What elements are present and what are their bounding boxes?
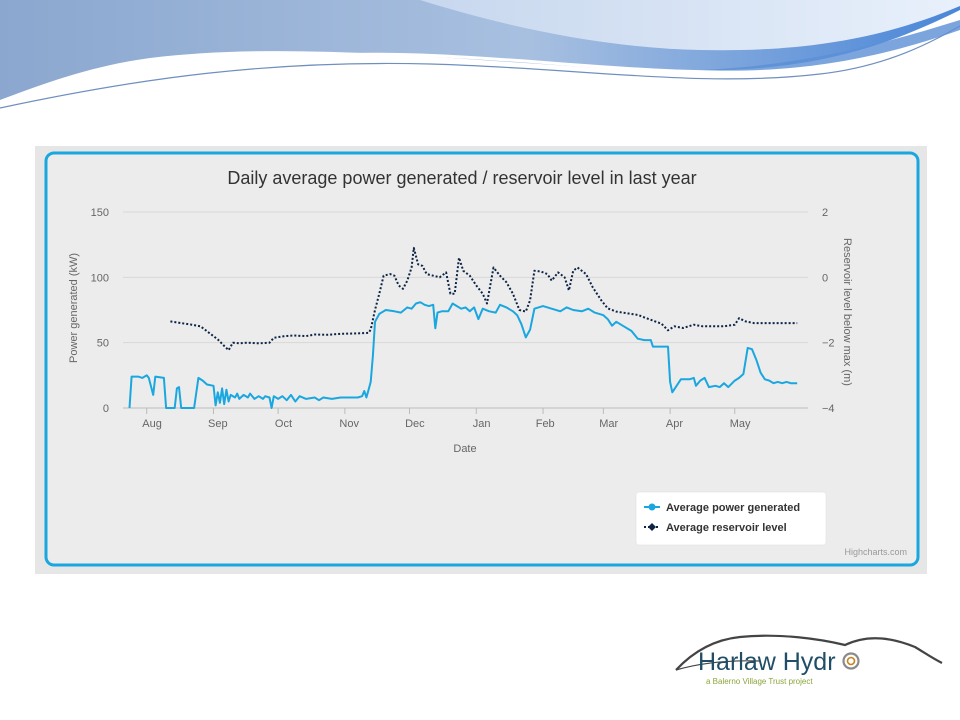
series-line-power [128,301,798,409]
logo-hill-outline [675,634,943,671]
harlaw-hydro-logo: Harlaw Hydr a Balerno Village Trust proj… [675,634,943,686]
series-line-reservoir [170,246,798,352]
chart-border [44,151,920,567]
x-tick-label: Aug [142,418,162,430]
right-tick-label: −2 [822,338,835,350]
legend-power-marker [648,503,656,511]
x-tick-label: Sep [208,418,228,430]
x-axis-label: Date [453,443,476,455]
left-tick-label: 0 [103,403,109,415]
legend-item-power[interactable]: Average power generated [644,502,800,514]
legend-reservoir-label: Average reservoir level [666,522,787,534]
right-tick-label: −4 [822,403,835,415]
legend: Average power generated Average reservoi… [635,491,827,546]
chart-frame: Daily average power generated / reservoi… [35,146,927,574]
x-tick-label: Jan [473,418,491,430]
x-tick-label: Feb [536,418,555,430]
x-tick-label: Dec [405,418,425,430]
right-axis-label: Reservoir level below max (m) [841,238,853,386]
chart: Daily average power generated / reservoi… [44,151,920,567]
logo-turbine-icon [842,652,860,670]
left-axis-ticks: 0 50 100 150 [91,207,109,415]
logo-tagline: a Balerno Village Trust project [706,677,813,686]
legend-reservoir-marker [648,523,656,531]
legend-power-label: Average power generated [666,502,800,514]
chart-title: Daily average power generated / reservoi… [227,168,696,188]
left-axis-label: Power generated (kW) [68,253,80,363]
series-layer [128,246,798,409]
logo-hill-inner [675,660,761,671]
right-tick-label: 0 [822,272,828,284]
left-tick-label: 150 [91,207,109,219]
x-tick-label: Apr [666,418,683,430]
logo-name: Harlaw Hydr [698,648,836,676]
legend-item-reservoir[interactable]: Average reservoir level [644,522,787,534]
x-tick-label: May [730,418,751,430]
right-tick-label: 2 [822,207,828,219]
right-axis-ticks: −4 −2 0 2 [822,207,835,415]
x-tick-label: Oct [275,418,292,430]
x-tick-label: Nov [339,418,359,430]
left-tick-label: 100 [91,272,109,284]
header-wave-banner [0,0,960,109]
x-tick-label: Mar [599,418,618,430]
left-tick-label: 50 [97,338,109,350]
x-axis-ticks: Aug Sep Oct Nov Dec Jan Feb Mar Apr May [142,408,751,430]
credits-link[interactable]: Highcharts.com [844,547,907,557]
legend-box [635,491,827,546]
